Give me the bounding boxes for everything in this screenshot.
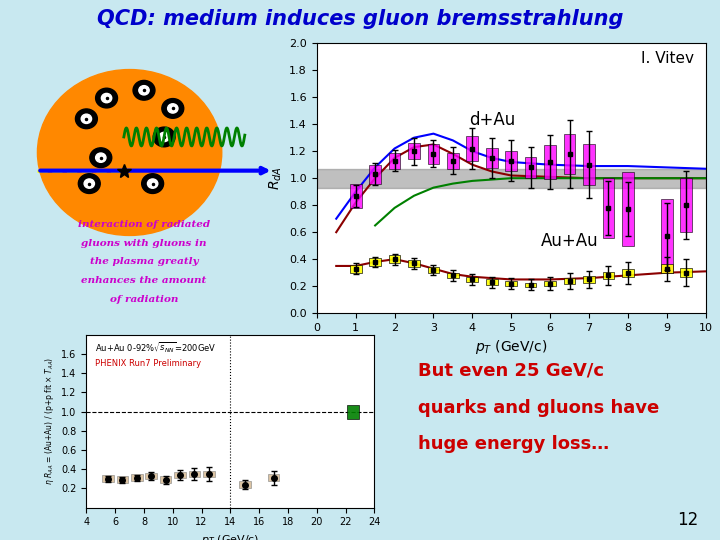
- Circle shape: [133, 80, 155, 100]
- Text: the plasma greatly: the plasma greatly: [90, 257, 198, 266]
- Circle shape: [76, 109, 97, 129]
- Circle shape: [81, 114, 91, 124]
- Bar: [102, 475, 114, 482]
- Bar: [239, 481, 251, 488]
- Text: enhances the amount: enhances the amount: [81, 276, 207, 285]
- X-axis label: $p_T$ (GeV/c): $p_T$ (GeV/c): [475, 339, 547, 356]
- Y-axis label: $R_{dA}$: $R_{dA}$: [267, 166, 284, 190]
- Text: huge energy loss…: huge energy loss…: [418, 435, 608, 453]
- Bar: [486, 280, 498, 285]
- Text: interaction of radiated: interaction of radiated: [78, 220, 210, 229]
- Bar: [661, 199, 672, 273]
- Text: I. Vitev: I. Vitev: [641, 51, 694, 66]
- Bar: [603, 178, 614, 238]
- Circle shape: [102, 93, 112, 103]
- Text: QCD: medium induces gluon bremsstrahlung: QCD: medium induces gluon bremsstrahlung: [96, 9, 624, 29]
- Text: quarks and gluons have: quarks and gluons have: [418, 399, 659, 416]
- Circle shape: [139, 86, 149, 95]
- Bar: [564, 278, 575, 284]
- Circle shape: [78, 174, 100, 193]
- Bar: [661, 264, 672, 273]
- Bar: [389, 255, 400, 263]
- Circle shape: [96, 153, 106, 163]
- Circle shape: [90, 148, 112, 167]
- Bar: [544, 145, 556, 179]
- Bar: [160, 476, 171, 483]
- Bar: [564, 133, 575, 174]
- Bar: [622, 172, 634, 246]
- Bar: [145, 472, 157, 480]
- Text: of radiation: of radiation: [110, 294, 178, 303]
- Bar: [603, 272, 614, 279]
- Bar: [174, 471, 186, 478]
- Y-axis label: $\eta$ $R_{AA}$ = (Au+Au) / (p+p fit $\times$ $T_{AA}$): $\eta$ $R_{AA}$ = (Au+Au) / (p+p fit $\t…: [42, 357, 55, 485]
- Bar: [350, 265, 361, 273]
- Bar: [505, 281, 517, 286]
- Bar: [408, 260, 420, 267]
- Text: 12: 12: [677, 511, 698, 529]
- Circle shape: [159, 132, 169, 141]
- Bar: [428, 267, 439, 273]
- Bar: [525, 283, 536, 287]
- Bar: [347, 405, 359, 419]
- Bar: [369, 258, 381, 266]
- Circle shape: [148, 179, 158, 188]
- Circle shape: [142, 174, 163, 193]
- Bar: [317, 168, 706, 187]
- Bar: [680, 268, 692, 278]
- Bar: [680, 178, 692, 232]
- Bar: [447, 152, 459, 168]
- Bar: [622, 268, 634, 276]
- Bar: [203, 471, 215, 477]
- Text: d+Au: d+Au: [469, 111, 515, 129]
- Circle shape: [84, 179, 94, 188]
- Text: Au+Au: Au+Au: [541, 232, 598, 250]
- Bar: [467, 277, 478, 282]
- Bar: [408, 143, 420, 159]
- Text: gluons with gluons in: gluons with gluons in: [81, 239, 207, 247]
- X-axis label: $p_T$ (GeV/c): $p_T$ (GeV/c): [201, 533, 260, 540]
- Bar: [350, 184, 361, 208]
- Bar: [583, 276, 595, 283]
- Bar: [268, 475, 279, 481]
- Bar: [131, 475, 143, 481]
- Circle shape: [96, 88, 117, 108]
- Bar: [189, 471, 200, 477]
- Text: But even 25 GeV/c: But even 25 GeV/c: [418, 362, 603, 380]
- Circle shape: [168, 104, 178, 113]
- Text: Au+Au 0-92%$\sqrt{s_{NN}}$=200GeV: Au+Au 0-92%$\sqrt{s_{NN}}$=200GeV: [95, 340, 217, 354]
- Bar: [544, 281, 556, 286]
- Bar: [389, 152, 400, 168]
- Bar: [583, 145, 595, 185]
- Circle shape: [153, 127, 175, 147]
- Circle shape: [37, 70, 222, 235]
- Text: PHENIX Run7 Preliminary: PHENIX Run7 Preliminary: [95, 359, 201, 368]
- Bar: [467, 137, 478, 161]
- Bar: [505, 151, 517, 171]
- Bar: [525, 157, 536, 178]
- Bar: [447, 273, 459, 278]
- Bar: [369, 165, 381, 184]
- Bar: [428, 144, 439, 164]
- Bar: [117, 476, 128, 483]
- Bar: [486, 148, 498, 168]
- Circle shape: [162, 99, 184, 118]
